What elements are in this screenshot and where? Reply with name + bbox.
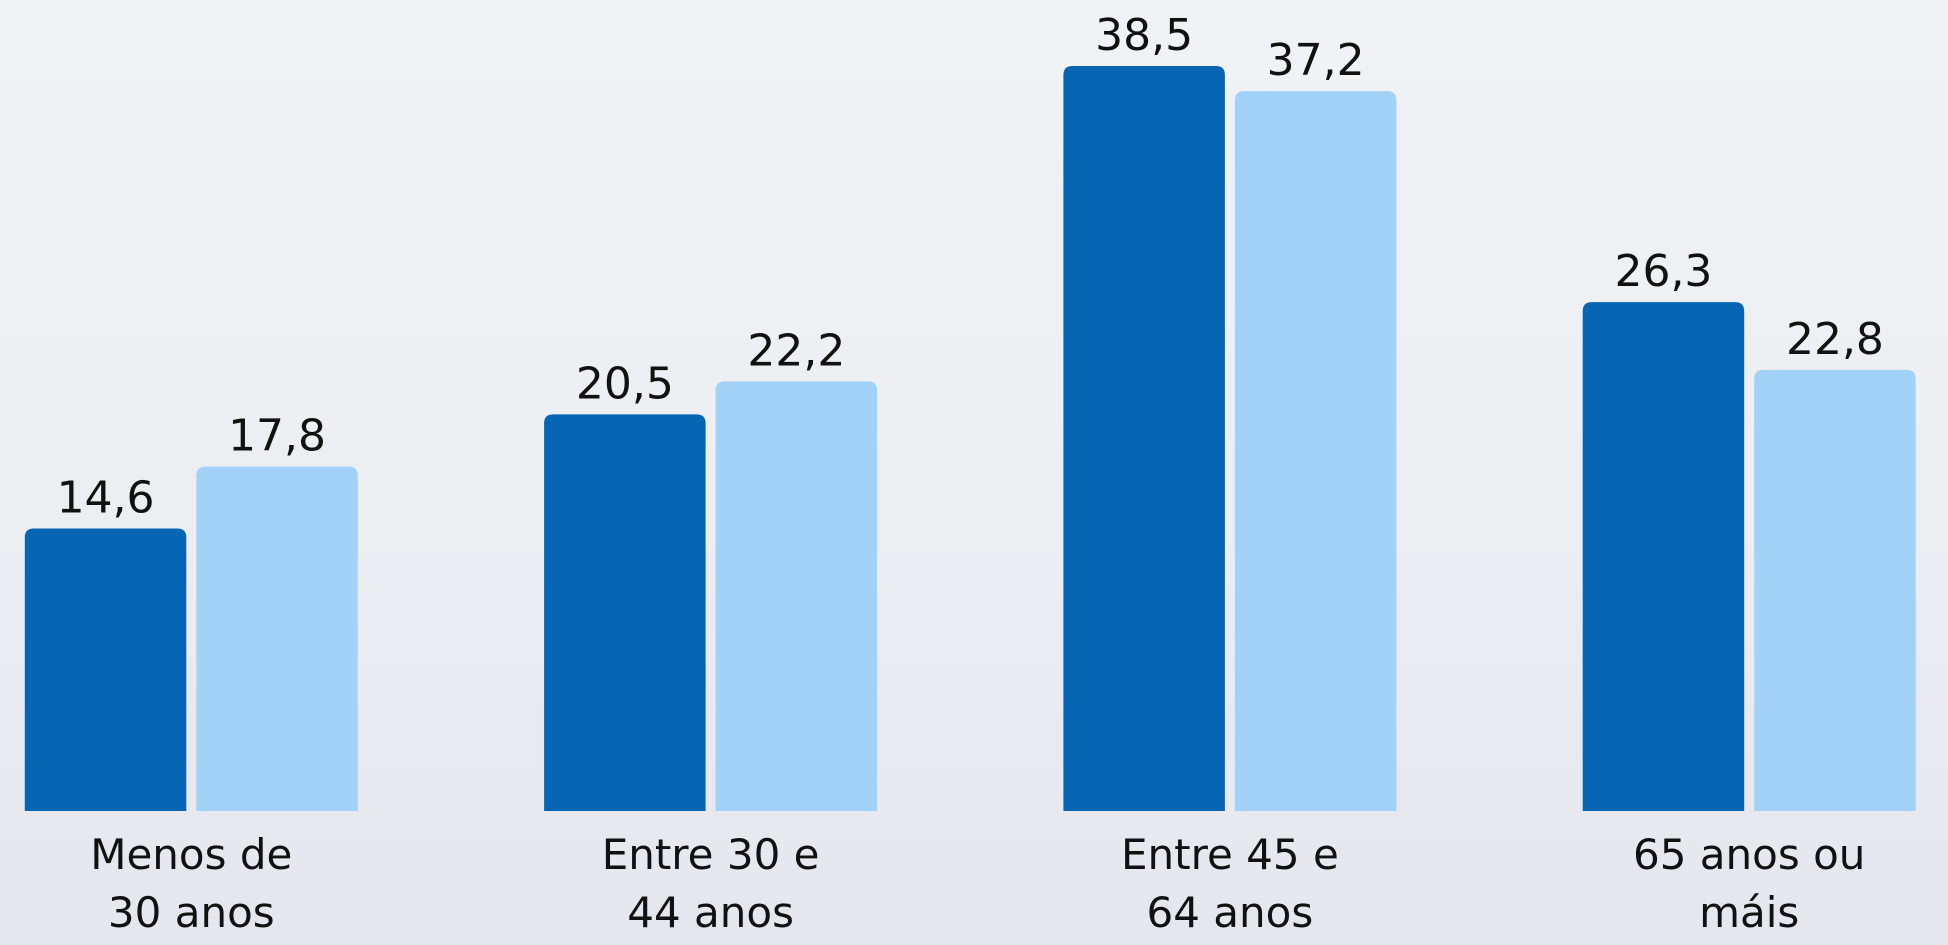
bar xyxy=(24,528,187,811)
bar xyxy=(196,466,358,811)
bar xyxy=(1063,66,1225,811)
bar xyxy=(715,381,878,811)
bar xyxy=(544,414,706,811)
value-label: 17,8 xyxy=(228,411,326,462)
value-label: 22,2 xyxy=(747,325,845,376)
value-label: 38,5 xyxy=(1095,10,1193,61)
category-label: 65 anos ou máis xyxy=(1632,830,1866,937)
bar xyxy=(1754,369,1916,811)
value-label: 14,6 xyxy=(57,472,155,523)
value-label: 37,2 xyxy=(1267,35,1365,86)
value-label: 22,8 xyxy=(1786,314,1884,365)
bar xyxy=(1234,91,1397,812)
value-label: 26,3 xyxy=(1614,246,1712,297)
category-label: Menos de 30 anos xyxy=(90,830,293,937)
category-label: Entre 45 e 64 anos xyxy=(1120,830,1339,937)
category-label: Entre 30 e 44 anos xyxy=(601,830,820,937)
bar xyxy=(1582,302,1745,811)
value-label: 20,5 xyxy=(576,358,674,409)
